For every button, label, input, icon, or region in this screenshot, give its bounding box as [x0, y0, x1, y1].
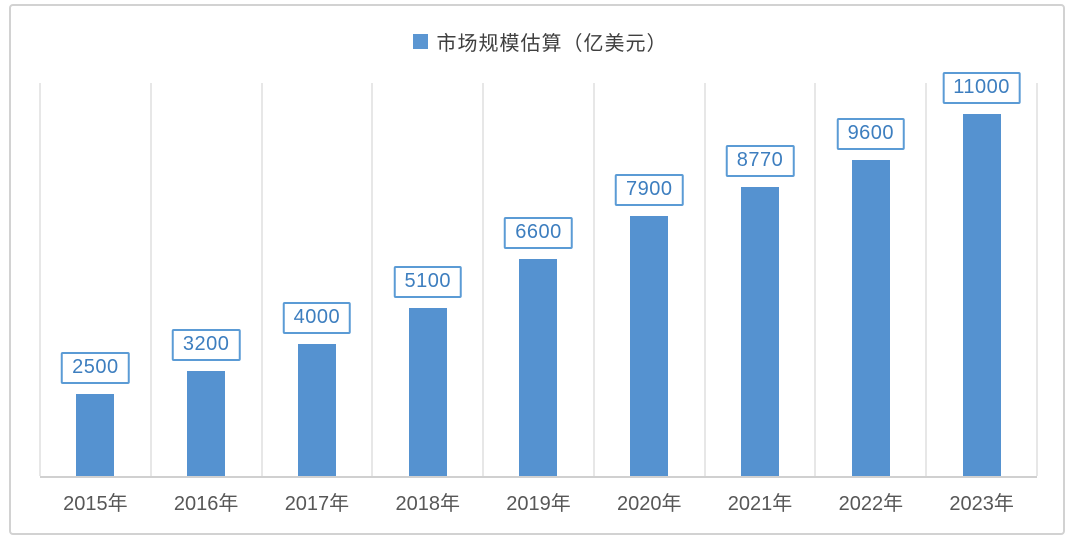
bar-category-cell: 6600 [483, 83, 594, 476]
x-tick-label: 2020年 [617, 493, 682, 515]
bar-2018年 [408, 308, 447, 476]
plot-area: 2500 3200 4000 5100 6600 7900 8770 9600 11000 [39, 72, 1038, 478]
data-label-value: 11000 [953, 76, 1010, 98]
data-label-value: 6600 [515, 221, 562, 243]
category-gridline [149, 83, 152, 476]
category-gridline [39, 83, 41, 476]
bar-category-cell: 5100 [372, 83, 483, 476]
data-label-box: 6600 [504, 217, 573, 249]
data-label-value: 9600 [847, 122, 895, 144]
legend-label: 市场规模估算（亿美元） [436, 33, 668, 55]
bar-category-cell: 2500 [40, 83, 151, 476]
data-label-value: 4000 [293, 306, 341, 328]
bar-2022年 [851, 160, 890, 476]
bar-category-cell: 11000 [926, 72, 1037, 476]
data-label-box: 8770 [725, 145, 795, 177]
data-label-box: 7900 [615, 174, 684, 206]
bar-2015年 [76, 394, 115, 476]
category-gridline [814, 83, 817, 476]
data-label-value: 8770 [736, 149, 784, 171]
bar-2021年 [741, 187, 780, 476]
x-tick-label: 2018年 [395, 493, 460, 515]
category-gridline [703, 83, 706, 476]
category-gridline [371, 83, 374, 476]
data-label-box: 4000 [282, 302, 352, 334]
category-gridline [592, 83, 595, 476]
category-gridline [1036, 83, 1038, 476]
x-tick-label: 2016年 [173, 493, 239, 515]
bar-2019年 [519, 259, 558, 476]
data-label-box: 3200 [171, 329, 241, 361]
x-tick-label: 2021年 [727, 493, 793, 515]
x-axis-labels: 2015年 2016年 2017年 2018年 2019年 2020年 2021年 2022年… [40, 487, 1037, 517]
data-label-box: 9600 [836, 118, 906, 150]
data-label-box: 2500 [61, 352, 130, 384]
x-tick-label: 2015年 [63, 493, 128, 515]
bar-category-cell: 8770 [705, 83, 816, 476]
bar-2017年 [297, 344, 336, 476]
category-gridline [482, 83, 485, 476]
category-gridline [260, 83, 263, 476]
data-label-box: 11000 [942, 72, 1021, 104]
data-label-value: 3200 [182, 333, 230, 355]
bar-2023年 [962, 114, 1001, 476]
bar-category-cell: 3200 [151, 83, 262, 476]
data-label-value: 2500 [72, 356, 119, 378]
x-tick-label: 2019年 [506, 493, 571, 515]
bar-category-cell: 4000 [262, 83, 373, 476]
data-label-value: 7900 [626, 178, 673, 200]
legend-square-icon [412, 34, 428, 49]
x-tick-label: 2017年 [284, 493, 350, 515]
bar-2020年 [630, 216, 669, 476]
bar-category-cell: 7900 [594, 83, 705, 476]
bar-2016年 [187, 371, 226, 476]
x-tick-label: 2023年 [949, 493, 1014, 515]
x-tick-label: 2022年 [838, 493, 904, 515]
chart-legend: 市场规模估算（亿美元） [0, 27, 1080, 56]
bar-category-cell: 9600 [815, 83, 926, 476]
category-gridline [925, 83, 928, 476]
data-label-box: 5100 [393, 266, 462, 298]
data-label-value: 5100 [404, 270, 451, 292]
